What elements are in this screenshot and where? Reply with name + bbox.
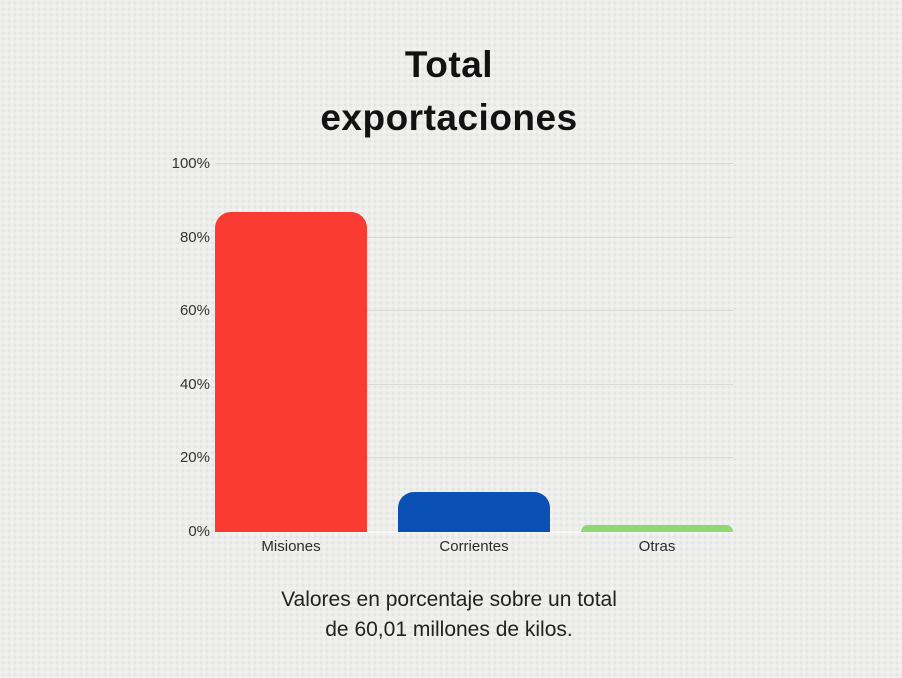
y-axis-tick-label-0: 0%: [188, 523, 210, 540]
chart-caption-line2: de 60,01 millones de kilos.: [325, 618, 573, 641]
x-axis-label-otras: Otras: [638, 538, 676, 555]
x-axis-label-corrientes: Corrientes: [439, 538, 509, 555]
gridline-20: [215, 457, 733, 459]
y-axis-tick-label-60: 60%: [179, 302, 210, 320]
gridline-100: [215, 163, 733, 164]
y-axis: 0% 20% 40% 60% 80% 100%: [0, 155, 210, 540]
chart-title-line1: Total: [404, 44, 494, 85]
y-axis-tick-label-20: 20%: [179, 449, 210, 467]
y-axis-tick-label-80: 80%: [179, 228, 210, 246]
gridline-40: [215, 383, 733, 385]
x-axis-label-misiones: Misiones: [261, 538, 321, 555]
chart-title: Total exportaciones: [0, 38, 898, 144]
y-axis-tick-label-40: 40%: [179, 375, 210, 393]
chart-title-line2: exportaciones: [320, 97, 578, 138]
bar-misiones: [215, 211, 367, 532]
plot-area: Misiones Corrientes Otras: [215, 163, 733, 555]
chart-caption: Valores en porcentaje sobre un total de 6…: [0, 585, 898, 645]
chart-caption-line1: Valores en porcentaje sobre un total: [281, 588, 617, 611]
gridline-60: [215, 310, 733, 312]
y-axis-tick-label-100: 100%: [171, 155, 210, 172]
bar-corrientes: [398, 491, 550, 532]
bar-otras: [581, 524, 733, 532]
gridline-80: [215, 236, 733, 238]
gridline-0: [215, 531, 733, 533]
